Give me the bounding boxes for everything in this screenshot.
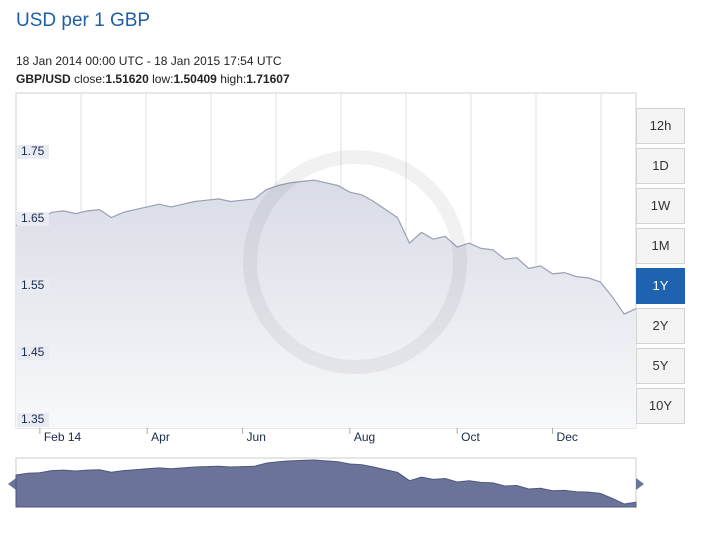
x-tick-label: Dec (557, 430, 578, 444)
watermark (243, 150, 467, 374)
pair: GBP/USD (16, 72, 71, 86)
y-tick-box (17, 412, 49, 427)
range-button[interactable]: 1Y (636, 268, 685, 304)
y-tick-label: 1.65 (21, 211, 45, 225)
stat-label: low: (152, 72, 174, 86)
x-tick-label: Jun (247, 430, 266, 444)
x-tick-label: Aug (354, 430, 375, 444)
y-tick-box (17, 211, 49, 226)
range-buttons: 12h 1D 1W 1M 1Y 2Y 5Y 10Y (636, 108, 686, 428)
plot-layer (15, 179, 637, 428)
y-tick-label: 1.55 (21, 278, 45, 292)
stat-label: close: (74, 72, 106, 86)
stat-value: 1.50409 (173, 72, 217, 86)
x-tick-label: Oct (461, 430, 480, 444)
y-tick-box (17, 278, 49, 293)
line (15, 179, 637, 315)
range-button[interactable]: 10Y (636, 388, 685, 424)
y-tick-label: 1.35 (21, 412, 45, 426)
stat-value: 1.51620 (105, 72, 149, 86)
y-tick-box (17, 144, 49, 159)
navigator-handle (636, 478, 644, 490)
subtitle: 18 Jan 2014 00:00 UTC - 18 Jan 2015 17:5… (16, 54, 282, 68)
navigator-handle (8, 478, 16, 490)
y-tick-label: 1.45 (21, 345, 45, 359)
x-tick-label: Feb 14 (44, 430, 82, 444)
range-button[interactable]: 5Y (636, 348, 685, 384)
chart-title: USD per 1 GBP (16, 10, 151, 31)
range-button[interactable]: 1M (636, 228, 685, 264)
area (16, 180, 636, 428)
stat-value: 1.71607 (246, 72, 290, 86)
stats: GBP/USD close:1.51620 low:1.50409 high:1… (16, 72, 290, 86)
navigator-area (15, 459, 637, 508)
range-button[interactable]: 12h (636, 108, 685, 144)
range-button[interactable]: 2Y (636, 308, 685, 344)
y-tick-box (17, 345, 49, 360)
range-button[interactable]: 1D (636, 148, 685, 184)
y-tick-label: 1.75 (21, 144, 45, 158)
x-tick-label: Apr (151, 430, 170, 444)
range-button[interactable]: 1W (636, 188, 685, 224)
stat-label: high: (220, 72, 247, 86)
